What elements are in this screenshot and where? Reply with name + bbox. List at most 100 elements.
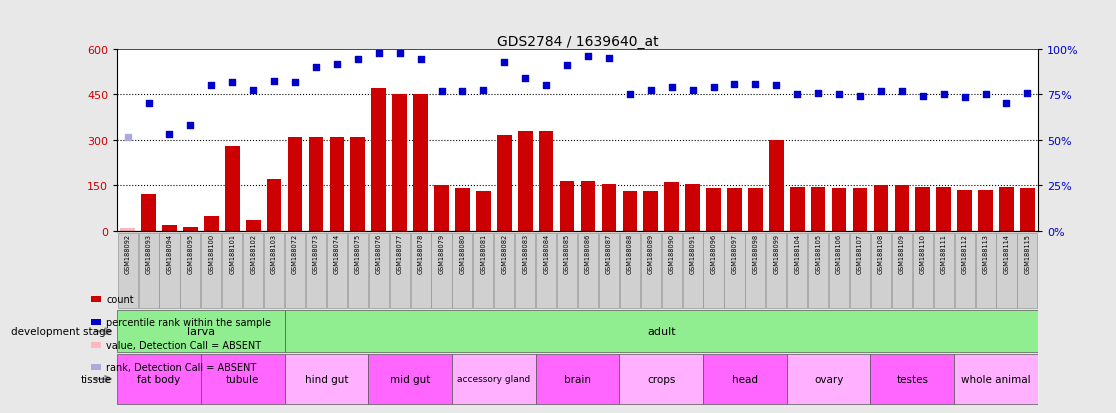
Text: tissue: tissue [80,374,112,384]
Point [1019,90,1037,97]
Bar [518,131,532,231]
Point [914,93,932,100]
Bar [90,365,102,370]
Point [328,62,346,68]
Text: GSM188110: GSM188110 [920,234,926,273]
Bar [619,354,703,404]
Bar [936,188,951,231]
Bar [243,234,263,308]
Text: mid gut: mid gut [389,374,431,384]
Bar [915,188,930,231]
Text: count: count [106,294,134,304]
Point [369,51,387,57]
Bar [999,188,1013,231]
Bar [348,234,368,308]
Text: GSM188087: GSM188087 [606,234,612,274]
Point [223,80,241,86]
Bar [728,189,742,231]
Text: GSM188082: GSM188082 [501,234,508,274]
Point [809,90,827,97]
Text: GSM188102: GSM188102 [250,234,257,274]
Point [266,78,283,85]
Bar [432,234,452,308]
Text: GSM188080: GSM188080 [460,234,465,274]
Point [642,87,660,94]
Point [872,89,889,95]
Bar [664,183,679,231]
Point [935,92,953,98]
Bar [958,190,972,231]
Point [286,80,304,86]
Bar [790,188,805,231]
Bar [769,140,783,231]
Bar [162,226,176,231]
Text: GSM188085: GSM188085 [564,234,570,274]
Bar [368,234,388,308]
Point [976,92,994,98]
Bar [539,131,554,231]
Text: GSM188075: GSM188075 [355,234,360,274]
Text: GSM188101: GSM188101 [229,234,235,273]
Text: GSM188097: GSM188097 [731,234,738,274]
Point [307,64,325,71]
Text: GSM188083: GSM188083 [522,234,528,274]
Text: GSM188074: GSM188074 [334,234,340,274]
Bar [685,184,700,231]
Text: GSM188078: GSM188078 [417,234,424,274]
Bar [997,234,1017,308]
Bar [455,189,470,231]
Bar [160,234,180,308]
Text: GSM188107: GSM188107 [857,234,863,274]
Bar [452,354,536,404]
Bar [201,234,221,308]
Text: GSM188098: GSM188098 [752,234,759,274]
Bar [327,234,347,308]
Bar [201,354,285,404]
Bar [557,234,577,308]
Bar [183,228,198,231]
Bar [644,192,658,231]
Bar [748,189,762,231]
Point [349,57,367,64]
Bar [767,234,787,308]
Bar [703,234,723,308]
Point [704,84,722,91]
Point [684,87,702,94]
Point [517,75,535,82]
Point [663,84,681,91]
Text: adult: adult [647,326,675,337]
Point [998,101,1016,107]
Text: GSM188096: GSM188096 [711,234,716,274]
Bar [895,186,910,231]
Bar [225,147,240,231]
Bar [413,95,427,231]
Point [161,131,179,138]
Bar [306,234,326,308]
Bar [745,234,766,308]
Text: GSM188072: GSM188072 [292,234,298,274]
Bar [473,234,493,308]
Text: GSM188095: GSM188095 [187,234,193,274]
Text: GSM188114: GSM188114 [1003,234,1010,273]
Text: GSM188105: GSM188105 [815,234,821,274]
Bar [580,181,595,231]
Title: GDS2784 / 1639640_at: GDS2784 / 1639640_at [497,35,658,49]
Point [558,63,576,69]
Bar [811,188,826,231]
Bar [934,234,954,308]
Bar [619,234,639,308]
Text: GSM188104: GSM188104 [795,234,800,274]
Point [433,89,451,95]
Bar [831,189,846,231]
Text: GSM188081: GSM188081 [480,234,487,274]
Bar [662,234,682,308]
Text: head: head [732,374,758,384]
Text: GSM188076: GSM188076 [376,234,382,274]
Bar [892,234,912,308]
Text: GSM188079: GSM188079 [439,234,444,274]
Bar [90,297,102,302]
Point [182,122,200,128]
Bar [452,234,472,308]
Point [496,60,513,66]
Bar [267,180,281,231]
